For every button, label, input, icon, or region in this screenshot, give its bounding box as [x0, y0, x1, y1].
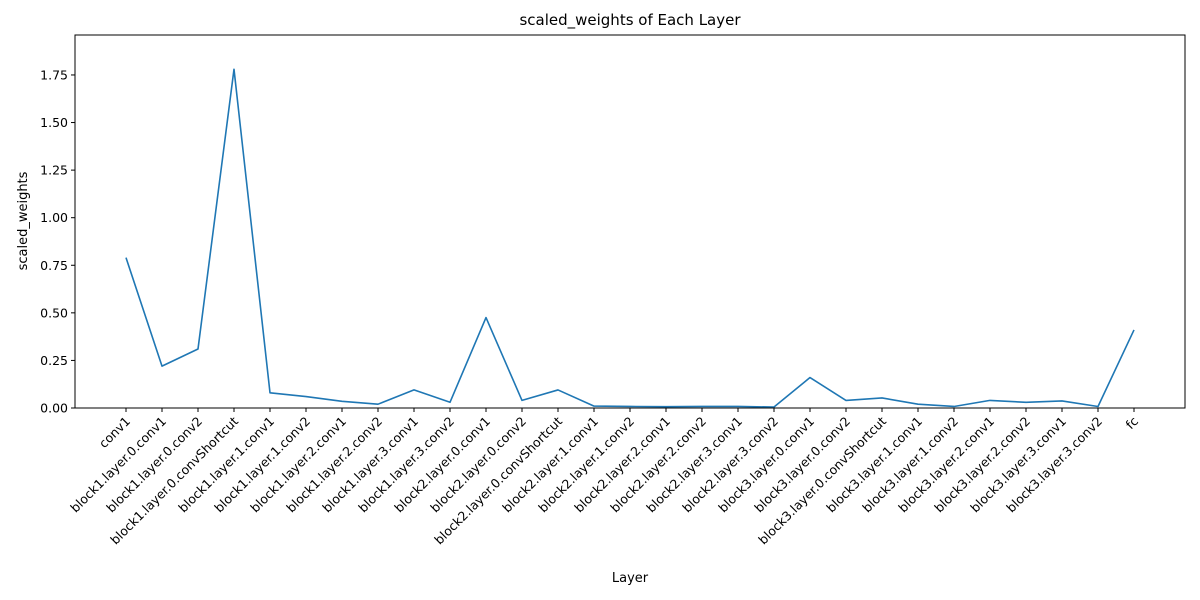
x-axis-label: Layer [612, 571, 649, 586]
x-axis: conv1block1.layer.0.conv1block1.layer.0.… [67, 408, 1141, 547]
y-tick-label: 0.00 [40, 401, 68, 416]
x-tick-label: fc [1123, 413, 1142, 432]
plot-frame [74, 34, 1186, 409]
y-axis: 0.00 0.25 0.50 0.75 1.00 1.25 1.50 1.75 [40, 67, 75, 416]
y-tick-label: 0.75 [40, 258, 68, 273]
y-axis-label: scaled_weights [16, 171, 31, 270]
y-tick-label: 0.50 [40, 305, 68, 320]
series-group [125, 68, 1135, 408]
y-tick-label: 1.50 [40, 115, 68, 130]
y-tick-label: 1.00 [40, 210, 68, 225]
chart-title: scaled_weights of Each Layer [519, 11, 741, 30]
y-tick-label: 1.25 [40, 163, 68, 178]
series-line-0 [125, 68, 1135, 408]
y-tick-label: 1.75 [40, 67, 68, 82]
y-tick-label: 0.25 [40, 353, 68, 368]
